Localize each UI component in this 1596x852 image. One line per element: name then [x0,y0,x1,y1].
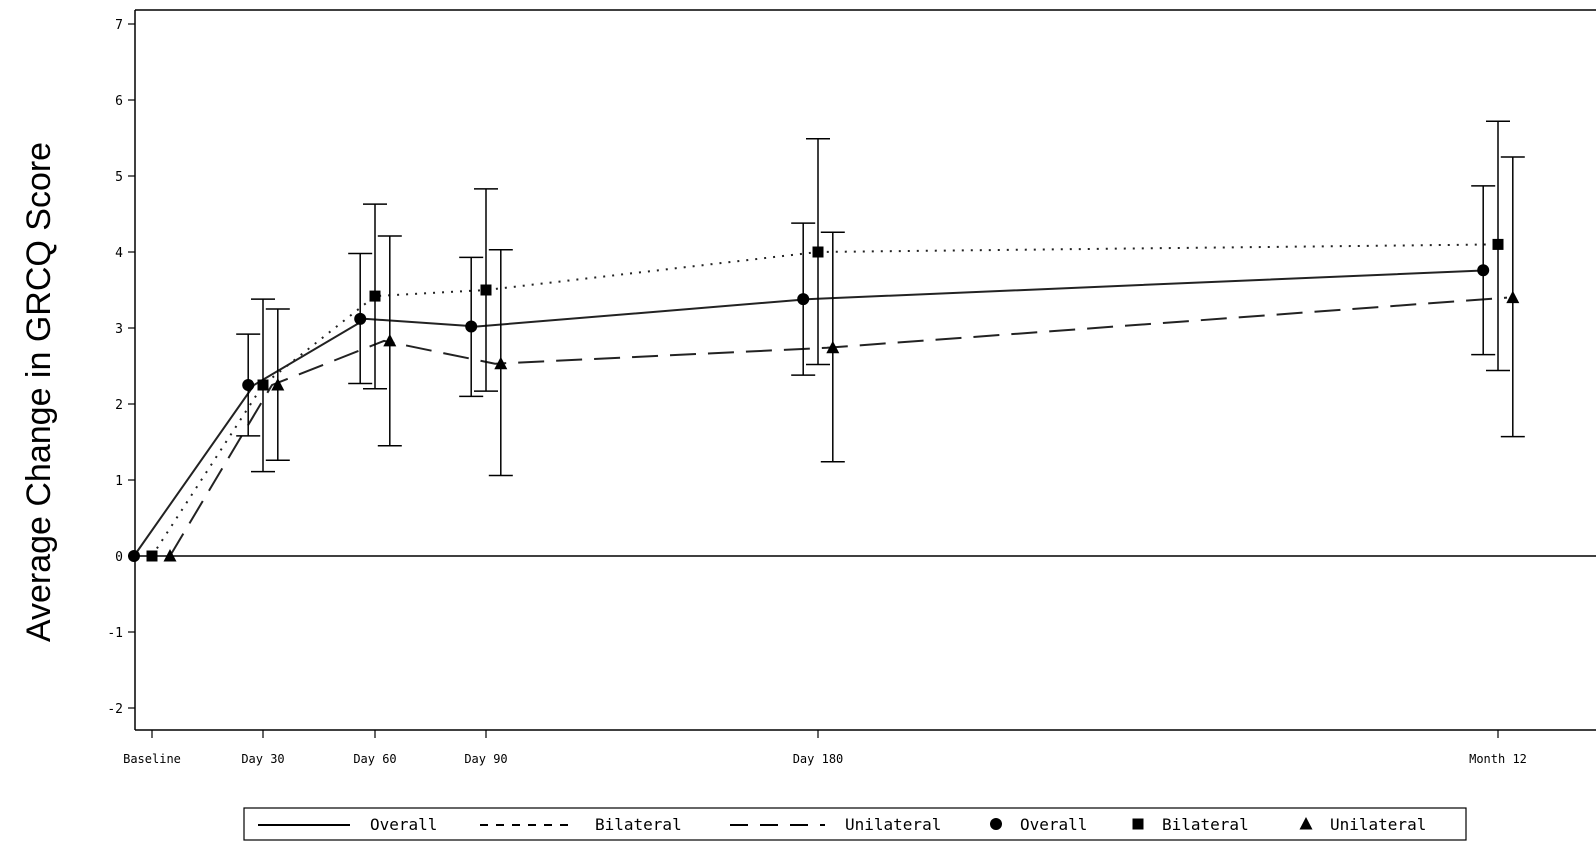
y-axis-label: Average Change in GRCQ Score [20,142,58,642]
legend-label-line-overall: Overall [370,815,437,834]
marker-overall [797,293,810,306]
marker-overall [354,312,367,325]
legend-label-line-unilateral: Unilateral [845,815,941,834]
x-tick-label: Baseline [123,752,181,766]
y-tick-label: 0 [115,550,123,565]
x-tick-label: Day 90 [464,752,507,766]
y-tick-label: 1 [115,474,123,489]
marker-unilateral [271,378,285,391]
series-line-overall [133,269,1490,557]
legend-label-marker-bilateral: Bilateral [1162,815,1249,834]
marker-bilateral [812,246,824,258]
marker-bilateral [257,379,269,391]
marker-unilateral [163,549,177,562]
marker-bilateral [146,550,158,562]
x-tick-label: Day 180 [793,752,844,766]
marker-bilateral [1492,238,1504,250]
marker-unilateral [1506,290,1520,304]
x-tick-label: Day 60 [353,752,396,766]
y-axis-title: Average Change in GRCQ Score [20,142,58,642]
y-tick-label: 7 [115,18,123,33]
legend-marker-bilateral [1132,818,1144,830]
y-tick-label: 4 [115,246,123,261]
marker-unilateral [383,333,397,347]
marker-overall [242,379,255,391]
y-tick-label: 3 [115,322,123,337]
y-tick-label: 6 [115,94,123,109]
y-tick-label: -1 [107,626,123,641]
x-tick-label: Day 30 [241,752,284,766]
series-line-bilateral [151,243,1499,557]
series-line-unilateral [169,296,1508,557]
legend-marker-unilateral [1299,817,1313,830]
marker-overall [465,320,478,333]
y-tick-label: -2 [107,702,123,717]
legend-box [243,807,1467,841]
marker-unilateral [826,340,840,354]
data-markers [128,238,1520,562]
y-tick-label: 2 [115,398,123,413]
legend-label-line-bilateral: Bilateral [595,815,682,834]
error-bars [236,120,1525,477]
legend-label-marker-unilateral: Unilateral [1330,815,1426,834]
legend: Overall Bilateral Unilateral Overall Bilater… [243,807,1467,841]
y-ticks: -2 -1 0 1 2 3 4 5 6 7 [107,18,135,717]
marker-unilateral [494,356,508,370]
x-ticks: Baseline Day 30 Day 60 Day 90 Day 180 Month 1… [123,730,1527,766]
marker-bilateral [480,284,492,296]
marker-overall [128,550,140,562]
legend-label-marker-overall: Overall [1020,815,1087,834]
x-tick-label: Month 12 [1469,752,1527,766]
marker-overall [1477,264,1490,277]
legend-marker-overall [990,818,1002,830]
axes [134,9,1596,731]
y-tick-label: 5 [115,170,123,185]
marker-bilateral [369,290,381,302]
series-lines [133,243,1508,557]
